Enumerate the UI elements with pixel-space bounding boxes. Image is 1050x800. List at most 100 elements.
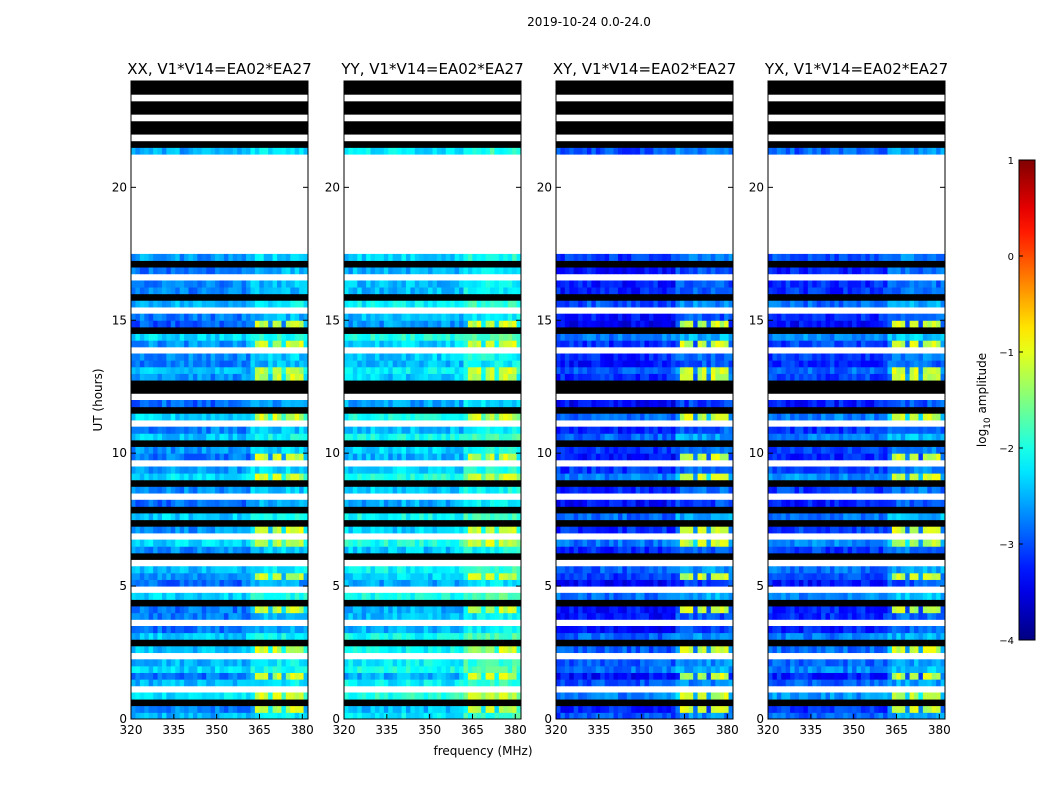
heatmap-cell — [139, 353, 145, 361]
heatmap-cell — [662, 360, 668, 368]
heatmap-cell — [254, 566, 260, 574]
heatmap-cell — [591, 659, 597, 667]
heatmap-cell — [388, 579, 394, 587]
heatmap-cell — [374, 612, 380, 620]
heatmap-cell — [228, 320, 234, 328]
heatmap-cell — [268, 333, 274, 341]
heatmap-cell — [671, 672, 676, 680]
heatmap-cell — [392, 572, 398, 580]
heatmap-cell — [153, 645, 159, 654]
heatmap-cell — [436, 413, 442, 421]
heatmap-cell — [285, 147, 291, 155]
flagged-row — [556, 652, 733, 660]
heatmap-cell — [428, 313, 433, 321]
heatmap-cell — [503, 466, 509, 474]
heatmap-cell — [361, 665, 367, 673]
heatmap-cell — [436, 692, 442, 700]
heatmap-cell — [241, 300, 247, 308]
heatmap-cell — [428, 572, 433, 580]
heatmap-cell — [237, 267, 243, 275]
heatmap-cell — [414, 267, 420, 275]
heatmap-cell — [671, 446, 676, 454]
heatmap-cell — [697, 665, 703, 673]
heatmap-cell — [135, 433, 141, 441]
heatmap-cell — [626, 499, 632, 507]
heatmap-cell — [241, 625, 247, 634]
heatmap-cell — [702, 672, 707, 680]
heatmap-cell — [170, 512, 176, 521]
heatmap-cell — [640, 625, 645, 634]
heatmap-cell — [144, 645, 150, 654]
heatmap-cell — [569, 546, 575, 554]
heatmap-cell — [419, 539, 425, 547]
heatmap-cell — [144, 625, 150, 634]
heatmap-cell — [175, 333, 181, 341]
heatmap-cell — [710, 572, 716, 580]
heatmap-cell — [613, 446, 619, 454]
heatmap-cell — [277, 147, 282, 155]
heatmap-cell — [512, 267, 518, 275]
heatmap-cell — [640, 413, 645, 421]
heatmap-cell — [361, 373, 367, 381]
heatmap-cell — [494, 539, 500, 547]
heatmap-cell — [210, 466, 216, 474]
heatmap-cell — [653, 413, 659, 421]
heatmap-cell — [481, 426, 487, 434]
heatmap-cell — [657, 539, 663, 547]
heatmap-cell — [401, 300, 407, 308]
heatmap-cell — [516, 333, 522, 341]
heatmap-cell — [215, 433, 220, 441]
heatmap-cell — [228, 340, 234, 348]
heatmap-cell — [626, 512, 632, 521]
heatmap-cell — [361, 512, 367, 521]
heatmap-cell — [467, 300, 473, 308]
heatmap-cell — [131, 625, 136, 634]
heatmap-cell — [724, 446, 730, 454]
heatmap-cell — [507, 692, 513, 700]
heatmap-cell — [228, 539, 234, 547]
heatmap-cell — [702, 473, 707, 481]
heatmap-cell — [613, 373, 619, 381]
heatmap-cell — [666, 625, 672, 634]
heatmap-cell — [139, 612, 145, 620]
heatmap-cell — [285, 572, 291, 580]
heatmap-cell — [441, 287, 447, 295]
heatmap-cell — [153, 612, 159, 620]
heatmap-cell — [613, 672, 619, 680]
heatmap-cell — [246, 353, 251, 361]
heatmap-cell — [277, 672, 282, 680]
heatmap-cell — [259, 473, 265, 481]
heatmap-cell — [494, 313, 500, 321]
heatmap-cell — [148, 253, 154, 261]
heatmap-cell — [179, 665, 185, 673]
heatmap-cell — [153, 333, 159, 341]
heatmap-cell — [250, 313, 256, 321]
heatmap-cell — [281, 486, 287, 494]
heatmap-cell — [459, 645, 464, 654]
heatmap-cell — [578, 400, 584, 408]
heatmap-cell — [706, 539, 712, 547]
heatmap-cell — [303, 433, 309, 441]
heatmap-cell — [657, 592, 663, 600]
heatmap-cell — [494, 360, 500, 368]
heatmap-cell — [644, 592, 650, 600]
heatmap-cell — [719, 625, 725, 634]
heatmap-cell — [153, 526, 159, 534]
heatmap-cell — [348, 446, 354, 454]
heatmap-cell — [432, 413, 438, 421]
heatmap-cell — [246, 433, 251, 441]
heatmap-cell — [263, 539, 269, 547]
heatmap-cell — [635, 486, 641, 494]
heatmap-cell — [370, 672, 376, 680]
heatmap-cell — [303, 340, 309, 348]
heatmap-cell — [423, 400, 429, 408]
heatmap-cell — [144, 526, 150, 534]
heatmap-cell — [719, 705, 725, 713]
heatmap-cell — [600, 453, 606, 461]
heatmap-cell — [688, 426, 694, 434]
heatmap-cell — [503, 400, 509, 408]
heatmap-cell — [419, 625, 425, 634]
heatmap-cell — [223, 360, 229, 368]
heatmap-cell — [463, 426, 469, 434]
heatmap-cell — [640, 546, 645, 554]
